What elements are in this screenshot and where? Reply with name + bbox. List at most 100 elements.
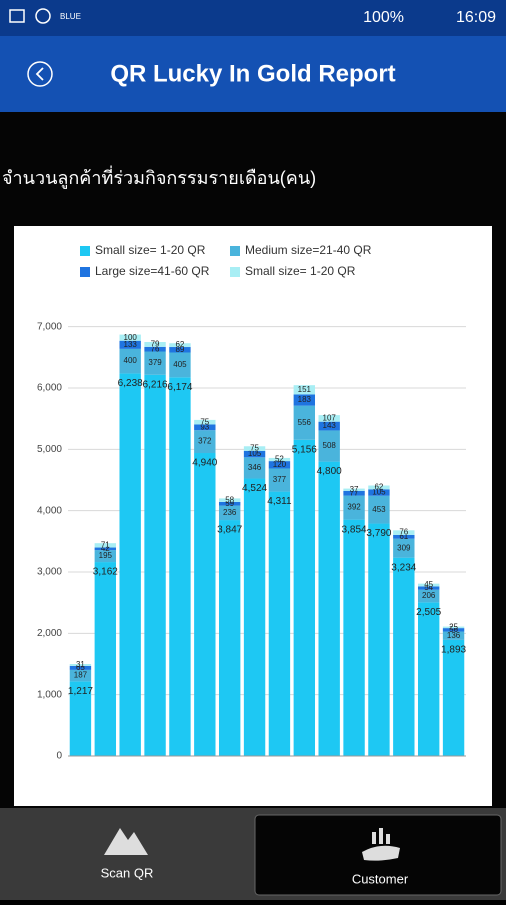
legend-swatch xyxy=(230,267,240,277)
data-label: 65 xyxy=(76,663,85,672)
bar-segment xyxy=(417,586,440,590)
data-label: 136 xyxy=(447,631,461,640)
bar-segment xyxy=(343,488,365,491)
data-label: 62 xyxy=(175,340,184,349)
data-label: 75 xyxy=(200,417,209,426)
data-label: 120 xyxy=(273,460,287,469)
data-label: 76 xyxy=(399,528,408,537)
data-label: 25 xyxy=(449,622,458,631)
data-label: 453 xyxy=(372,505,386,514)
legend-swatch xyxy=(230,246,240,256)
nav-customer[interactable]: Customer xyxy=(254,814,502,896)
header-title: QR Lucky In Gold Report xyxy=(110,60,395,87)
data-label: 508 xyxy=(323,441,337,450)
bar-segment xyxy=(343,495,365,520)
section-title: จำนวนลูกค้าที่ร่วมกิจกรรมรายเดือน(คน) xyxy=(2,165,316,189)
bar-segment xyxy=(442,626,465,629)
nav-scan[interactable]: Scan QR xyxy=(101,828,154,880)
bar-segment xyxy=(293,439,316,756)
customer-icon[interactable] xyxy=(362,845,400,861)
bar-segment xyxy=(169,377,191,756)
customer-icon[interactable] xyxy=(379,828,383,844)
bar-segment xyxy=(194,424,216,431)
bar-segment xyxy=(343,519,365,756)
data-label: 107 xyxy=(323,414,337,423)
bar-segment xyxy=(268,461,291,469)
bar-segment xyxy=(393,557,415,756)
header xyxy=(0,36,506,112)
data-label: 59 xyxy=(225,499,234,508)
data-label: 377 xyxy=(273,475,287,484)
bar-segment xyxy=(343,490,365,496)
data-label: 1,217 xyxy=(68,686,93,697)
customer-icon[interactable] xyxy=(386,834,390,844)
data-label: 4,940 xyxy=(192,458,217,469)
data-label: 31 xyxy=(76,660,85,669)
data-label: 400 xyxy=(124,356,138,365)
data-label: 37 xyxy=(350,485,359,494)
bar-segment xyxy=(268,468,291,492)
bar-segment xyxy=(318,461,340,756)
bar-segment xyxy=(194,453,216,756)
back-button[interactable] xyxy=(27,61,53,87)
data-label: 195 xyxy=(99,551,113,560)
bar-segment xyxy=(293,405,316,440)
legend-swatch xyxy=(80,267,90,277)
customer-icon[interactable] xyxy=(372,832,376,844)
legend-label: Medium size=21-40 QR xyxy=(245,243,372,257)
data-label: 56 xyxy=(449,625,458,634)
data-label: 77 xyxy=(350,488,359,497)
data-label: 346 xyxy=(248,463,262,472)
bar-segment xyxy=(194,419,216,425)
nav-label[interactable]: Customer xyxy=(352,871,409,886)
y-tick-label: 6,000 xyxy=(37,383,62,394)
data-label: 4,311 xyxy=(267,496,292,507)
bar-segment xyxy=(218,505,241,521)
y-tick-label: 2,000 xyxy=(37,628,62,639)
back-circle[interactable] xyxy=(27,61,53,87)
bar-segment xyxy=(169,347,191,353)
data-label: 105 xyxy=(372,488,386,497)
legend-label: Large size=41-60 QR xyxy=(95,264,210,278)
data-label: 6,216 xyxy=(143,379,168,390)
bar-segment xyxy=(368,495,390,524)
bar-segment xyxy=(268,491,291,756)
legend-label: Small size= 1-20 QR xyxy=(245,264,356,278)
bar-segment xyxy=(318,421,340,431)
data-label: 3,790 xyxy=(366,528,391,539)
data-label: 405 xyxy=(173,360,187,369)
data-label: 4,800 xyxy=(317,466,342,477)
data-label: 372 xyxy=(198,437,212,446)
bar-segment xyxy=(69,665,92,670)
bar-segment xyxy=(218,498,241,502)
data-label: 3,234 xyxy=(391,562,416,573)
nav-label[interactable]: Scan QR xyxy=(101,865,154,880)
bar-segment xyxy=(169,352,191,378)
bar-segment xyxy=(94,547,117,551)
data-label: 45 xyxy=(424,580,433,589)
bar-segment xyxy=(243,446,266,451)
bar-segment xyxy=(69,681,92,756)
data-label: 42 xyxy=(101,544,110,553)
scan-icon[interactable] xyxy=(104,828,148,855)
data-label: 392 xyxy=(347,503,361,512)
bar-segment xyxy=(368,523,390,756)
data-label: 151 xyxy=(298,385,312,394)
bar-segment xyxy=(417,589,440,603)
chart: 0 1,000 2,000 3,000 4,000 5,000 6,000 7,000 Smal… xyxy=(37,243,467,761)
data-label: 556 xyxy=(298,418,312,427)
bar-segment xyxy=(417,583,440,587)
back-arrow[interactable] xyxy=(35,67,44,81)
data-label: 58 xyxy=(225,495,234,504)
bar-segment xyxy=(144,346,166,352)
bar-segment xyxy=(393,530,415,535)
y-tick-label: 0 xyxy=(56,751,62,762)
data-label: 6,238 xyxy=(118,378,143,389)
data-label: 133 xyxy=(124,340,138,349)
data-label: 61 xyxy=(399,532,408,541)
data-label: 183 xyxy=(298,395,312,404)
data-label: 76 xyxy=(151,344,160,353)
bar-segment xyxy=(393,534,415,539)
